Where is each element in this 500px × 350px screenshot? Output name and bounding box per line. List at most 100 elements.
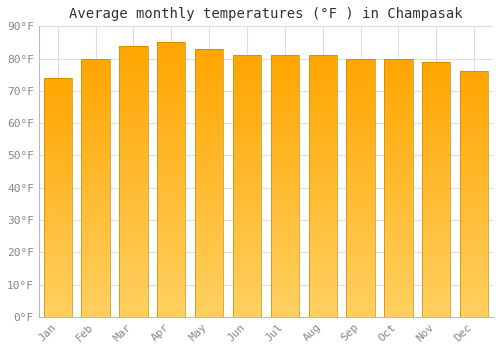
Bar (195, 257, 224, 258)
Bar (384, 66, 412, 68)
Bar (270, 55, 299, 57)
Bar (270, 191, 299, 193)
Bar (44, 155, 72, 157)
Bar (460, 220, 488, 221)
Bar (308, 249, 337, 250)
Bar (346, 203, 375, 204)
Bar (119, 100, 148, 101)
Bar (195, 77, 224, 78)
Bar (82, 75, 110, 77)
Bar (384, 256, 412, 257)
Bar (384, 149, 412, 150)
Bar (308, 224, 337, 225)
Bar (233, 299, 261, 300)
Bar (82, 247, 110, 248)
Bar (44, 119, 72, 120)
Bar (233, 106, 261, 108)
Bar (119, 207, 148, 208)
Bar (460, 172, 488, 173)
Bar (460, 118, 488, 119)
Bar (82, 290, 110, 291)
Bar (44, 188, 72, 189)
Bar (460, 162, 488, 163)
Bar (346, 153, 375, 154)
Bar (157, 93, 186, 95)
Bar (44, 111, 72, 113)
Bar (384, 136, 412, 137)
Bar (195, 100, 224, 101)
Bar (82, 84, 110, 86)
Bar (308, 76, 337, 78)
Bar (157, 295, 186, 296)
Bar (119, 278, 148, 279)
Bar (82, 201, 110, 202)
Bar (44, 207, 72, 208)
Bar (422, 69, 450, 71)
Bar (157, 125, 186, 126)
Bar (346, 58, 375, 60)
Bar (460, 85, 488, 86)
Bar (384, 307, 412, 308)
Bar (44, 176, 72, 177)
Bar (346, 189, 375, 190)
Bar (157, 173, 186, 174)
Bar (346, 225, 375, 226)
Bar (308, 299, 337, 300)
Bar (119, 208, 148, 210)
Bar (308, 164, 337, 165)
Bar (384, 126, 412, 127)
Bar (44, 314, 72, 316)
Bar (346, 161, 375, 162)
Bar (119, 84, 148, 85)
Bar (346, 80, 375, 82)
Bar (308, 245, 337, 246)
Bar (195, 286, 224, 287)
Bar (82, 61, 110, 62)
Bar (195, 226, 224, 227)
Bar (384, 286, 412, 287)
Bar (233, 119, 261, 121)
Bar (460, 229, 488, 230)
Bar (422, 75, 450, 76)
Bar (308, 315, 337, 317)
Bar (270, 147, 299, 148)
Bar (233, 78, 261, 79)
Bar (119, 233, 148, 234)
Bar (44, 313, 72, 314)
Bar (346, 176, 375, 177)
Bar (157, 215, 186, 217)
Bar (270, 112, 299, 113)
Bar (82, 260, 110, 261)
Bar (384, 250, 412, 251)
Bar (195, 273, 224, 274)
Bar (233, 182, 261, 183)
Bar (346, 159, 375, 161)
Bar (82, 159, 110, 161)
Bar (346, 127, 375, 128)
Bar (82, 58, 110, 60)
Bar (119, 253, 148, 254)
Bar (195, 200, 224, 202)
Bar (308, 287, 337, 288)
Bar (460, 106, 488, 107)
Bar (119, 177, 148, 178)
Bar (119, 82, 148, 84)
Bar (233, 237, 261, 238)
Bar (233, 70, 261, 71)
Bar (233, 241, 261, 242)
Bar (422, 77, 450, 78)
Bar (82, 198, 110, 199)
Bar (157, 206, 186, 207)
Bar (346, 110, 375, 112)
Bar (82, 236, 110, 237)
Bar (233, 206, 261, 207)
Bar (195, 164, 224, 166)
Bar (384, 272, 412, 273)
Bar (195, 90, 224, 92)
Bar (82, 86, 110, 87)
Bar (44, 261, 72, 262)
Bar (157, 107, 186, 108)
Bar (195, 271, 224, 273)
Bar (233, 251, 261, 253)
Bar (233, 244, 261, 245)
